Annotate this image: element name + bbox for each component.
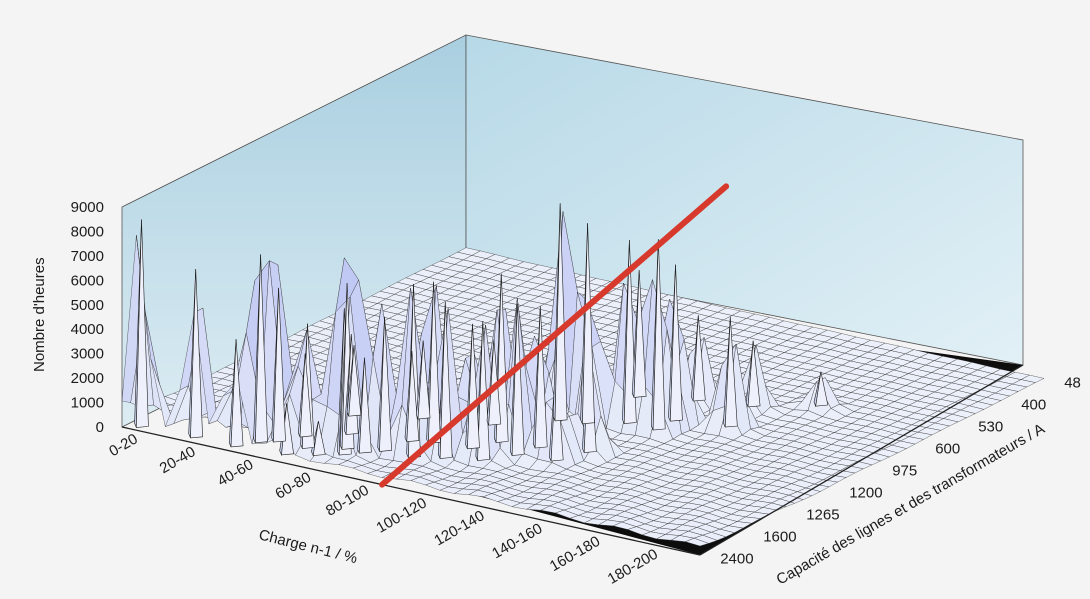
peak-face-6-b bbox=[273, 287, 286, 443]
x-tick-label: 20-40 bbox=[157, 443, 199, 477]
peak-face-17-b bbox=[511, 303, 525, 456]
peak-face-1-b bbox=[190, 268, 203, 439]
x-tick-label: 0-20 bbox=[106, 430, 141, 460]
peak-face-11-b bbox=[379, 316, 392, 452]
peak-face-30-b bbox=[747, 340, 761, 408]
peak-face-31-b bbox=[815, 371, 829, 407]
x-tick-label: 80-100 bbox=[323, 482, 372, 520]
y-tick-label: 1600 bbox=[763, 529, 796, 546]
y-tick-label: 1200 bbox=[849, 485, 882, 502]
peak-face-32-b bbox=[299, 353, 313, 438]
x-tick-label: 40-60 bbox=[215, 456, 257, 490]
z-tick-label: 9000 bbox=[71, 199, 104, 216]
x-tick-label: 120-140 bbox=[431, 507, 487, 549]
x-tick-label: 180-200 bbox=[605, 546, 661, 588]
y-tick-label: 975 bbox=[892, 463, 917, 480]
y-tick-label: 1265 bbox=[806, 507, 839, 524]
y-tick-label: 530 bbox=[978, 419, 1003, 436]
peak-face-26-b bbox=[669, 264, 683, 422]
peak-face-29-b bbox=[692, 315, 706, 402]
peak-face-13-b bbox=[439, 301, 453, 459]
peak-face-10-b bbox=[358, 357, 372, 454]
surface-cell-1599 bbox=[684, 538, 710, 547]
peak-face-22-b bbox=[554, 203, 568, 422]
y-tick-label: 400 bbox=[1021, 397, 1046, 414]
z-axis-title: Nombre d'heures bbox=[31, 257, 48, 372]
y-tick-label: 600 bbox=[935, 441, 960, 458]
z-tick-label: 6000 bbox=[71, 272, 104, 289]
peak-face-0-b bbox=[135, 219, 149, 428]
z-tick-label: 8000 bbox=[71, 223, 104, 240]
peak-face-27-b bbox=[724, 316, 738, 428]
peak-face-16-b bbox=[467, 323, 480, 450]
peak-face-5-b bbox=[255, 254, 268, 444]
peak-face-2-b bbox=[230, 339, 244, 448]
x-tick-label: 140-160 bbox=[489, 520, 545, 562]
y-tick-label: 2400 bbox=[720, 551, 753, 568]
z-tick-label: 3000 bbox=[71, 346, 104, 363]
z-tick-label: 0 bbox=[96, 419, 104, 436]
front-base-left bbox=[121, 426, 701, 556]
peak-face-36-b bbox=[417, 340, 431, 420]
z-tick-label: 7000 bbox=[71, 248, 104, 265]
z-tick-label: 2000 bbox=[71, 370, 104, 387]
x-axis-title: Charge n-1 / % bbox=[257, 526, 359, 567]
z-tick-label: 5000 bbox=[71, 297, 104, 314]
peak-face-35-b bbox=[348, 345, 362, 417]
front-base-right bbox=[699, 364, 1024, 556]
z-axis-ticks: 0 1000 2000 3000 4000 5000 6000 7000 8000 9000 bbox=[71, 199, 104, 436]
highlight-line bbox=[379, 183, 730, 488]
x-tick-label: 160-180 bbox=[547, 533, 603, 575]
x-tick-label: 60-80 bbox=[272, 469, 314, 503]
y-axis-ticks: 48 400 530 600 975 1200 1265 1600 2400 bbox=[720, 375, 1081, 568]
y-tick-label: 48 bbox=[1064, 375, 1081, 392]
peak-face-34-b bbox=[406, 350, 420, 443]
z-tick-label: 4000 bbox=[71, 321, 104, 338]
peak-face-14-b bbox=[477, 320, 491, 461]
peak-face-23-b bbox=[582, 223, 595, 425]
x-tick-label: 100-120 bbox=[374, 494, 430, 536]
peak-face-25-b bbox=[652, 239, 666, 431]
peak-face-4-b bbox=[312, 421, 326, 456]
surface-peaks bbox=[134, 203, 829, 462]
peak-face-20-b bbox=[534, 306, 548, 449]
peak-face-28-b bbox=[633, 270, 647, 398]
z-tick-label: 1000 bbox=[71, 395, 104, 412]
